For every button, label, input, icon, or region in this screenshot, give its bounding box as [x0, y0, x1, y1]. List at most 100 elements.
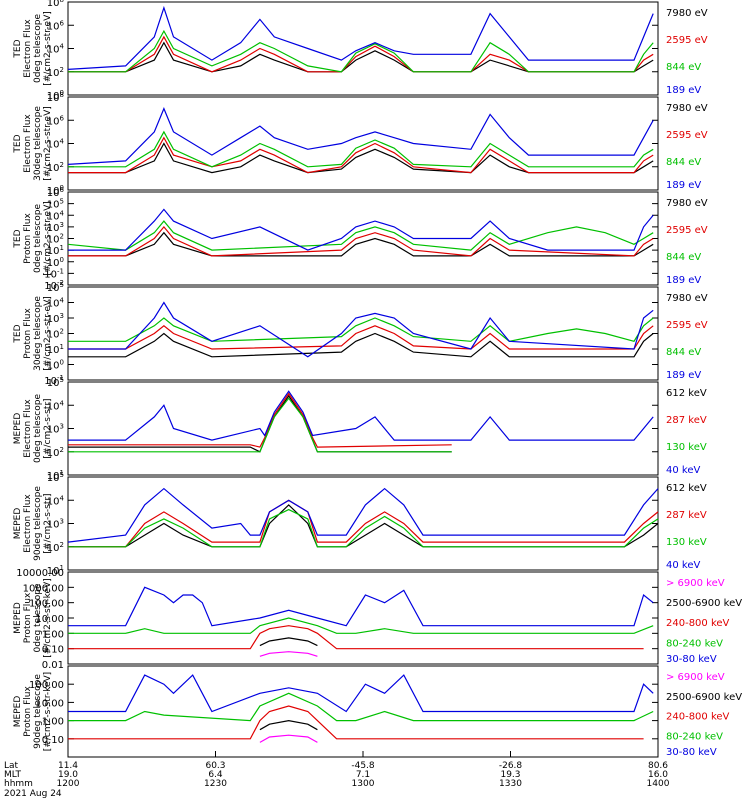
x-tick-mlt: 19.0 [58, 770, 78, 780]
y-axis-label: Proton Flux [23, 213, 33, 264]
x-tick-mlt: 19.3 [500, 770, 520, 780]
y-axis-label: MEPED [13, 508, 23, 540]
y-tick-label: 105 [47, 281, 64, 294]
y-tick-label: 100 [47, 256, 64, 269]
series-line [68, 705, 644, 740]
x-tick-lat: 60.3 [205, 761, 225, 771]
x-tick-hhmm: 1400 [647, 779, 670, 789]
legend-entry: 2500-6900 keV [666, 598, 742, 609]
legend-entry: 7980 eV [666, 198, 708, 209]
y-axis-label: Electron Flux [23, 19, 33, 78]
legend-entry: 844 eV [666, 347, 701, 358]
series-line [68, 325, 654, 350]
y-tick-label: 1000.00 [23, 583, 64, 594]
y-axis-label: Proton Flux [23, 686, 33, 737]
series-line [68, 617, 654, 634]
series-line [68, 586, 654, 627]
legend-entry: 7980 eV [666, 293, 708, 304]
x-tick-mlt: 16.0 [648, 770, 668, 780]
legend-entry: 2595 eV [666, 130, 708, 141]
y-axis-label: MEPED [13, 413, 23, 445]
series-line [68, 499, 659, 548]
legend-entry: 612 keV [666, 388, 707, 399]
series-line [68, 317, 654, 342]
series-line [68, 208, 654, 251]
y-tick-label: 10-2 [44, 279, 64, 292]
series-line [68, 136, 654, 174]
y-axis-label: [#/cm2-s-str-keV] [43, 578, 53, 657]
x-tick-hhmm: 1330 [499, 779, 522, 789]
x-tick-hhmm: 1230 [204, 779, 227, 789]
y-tick-label: 100 [47, 89, 64, 102]
legend-entry: 844 eV [666, 62, 701, 73]
y-tick-label: 104 [47, 494, 65, 507]
legend-entry: 612 keV [666, 483, 707, 494]
legend-entry: 844 eV [666, 157, 701, 168]
series-line [68, 674, 654, 713]
series-line [68, 225, 654, 257]
x-tick-hhmm: 1200 [57, 779, 80, 789]
series-line [68, 625, 644, 650]
series-line [259, 734, 318, 743]
panel-frame [67, 476, 659, 571]
y-tick-label: 100 [47, 184, 64, 197]
y-tick-label: 10000.00 [16, 568, 64, 579]
legend-entry: 30-80 keV [666, 654, 717, 665]
y-axis-label: TED [13, 324, 23, 343]
series-line [68, 392, 452, 448]
y-tick-label: 105 [47, 376, 64, 389]
y-tick-label: 104 [47, 399, 65, 412]
x-tick-lat: 80.6 [648, 761, 668, 771]
y-tick-label: 102 [47, 446, 64, 459]
y-axis-label: 30deg telescope [33, 106, 43, 181]
y-tick-label: 108 [47, 0, 64, 9]
y-axis-label: 0deg telescope [33, 14, 43, 84]
y-axis-label: [#/cm2-s-str-eV] [43, 296, 53, 371]
y-axis-label: [#/cm2-s-str-eV] [43, 106, 53, 181]
y-axis-label: Electron Flux [23, 114, 33, 173]
y-axis-label: [#/cm2-s-str-keV] [43, 672, 53, 751]
y-axis-label: Electron Flux [23, 399, 33, 458]
series-line [68, 508, 659, 548]
y-tick-label: 100.00 [29, 680, 64, 691]
panel-frame [67, 1, 659, 96]
y-tick-label: 108 [47, 91, 64, 104]
y-tick-label: 101 [47, 244, 64, 257]
series-line [68, 130, 654, 168]
series-line [259, 719, 318, 731]
series-line [67, 220, 654, 251]
y-axis-label: TED [13, 39, 23, 58]
legend-entry: 130 keV [666, 537, 707, 548]
x-tick-lat: 11.4 [58, 761, 78, 771]
y-axis-label: [#/cm2-s-str] [43, 493, 53, 553]
y-axis-label: Electron Flux [23, 494, 33, 553]
legend-entry: 240-800 keV [666, 618, 730, 629]
date-label: 2021 Aug 24 [4, 789, 62, 799]
y-tick-label: 10-1 [44, 374, 64, 387]
series-line [68, 41, 654, 73]
y-tick-label: 102 [47, 328, 64, 341]
y-tick-label: 10.00 [35, 698, 64, 709]
x-tick-hhmm: 1300 [352, 779, 375, 789]
y-axis-label: 0deg telescope [33, 394, 43, 464]
series-line [68, 142, 654, 174]
series-line [68, 390, 654, 441]
y-tick-label: 103 [47, 423, 64, 436]
y-tick-label: 102 [47, 66, 64, 79]
legend-entry: 40 keV [666, 560, 700, 571]
legend-entry: 2595 eV [666, 320, 708, 331]
y-axis-label: Proton Flux [23, 592, 33, 643]
y-axis-label: 90deg telescope [33, 486, 43, 561]
legend-entry: 189 eV [666, 370, 701, 381]
panel-frame [67, 571, 659, 665]
series-line [67, 5, 654, 70]
y-tick-label: 103 [47, 221, 64, 234]
legend-entry: 287 keV [666, 510, 707, 521]
y-tick-label: 106 [47, 19, 65, 32]
series-line [68, 397, 452, 453]
y-tick-label: 101 [47, 469, 64, 482]
legend-entry: 189 eV [666, 275, 701, 286]
y-tick-label: 103 [47, 312, 64, 325]
x-row-label: Lat [4, 761, 19, 771]
legend-entry: 40 keV [666, 465, 700, 476]
